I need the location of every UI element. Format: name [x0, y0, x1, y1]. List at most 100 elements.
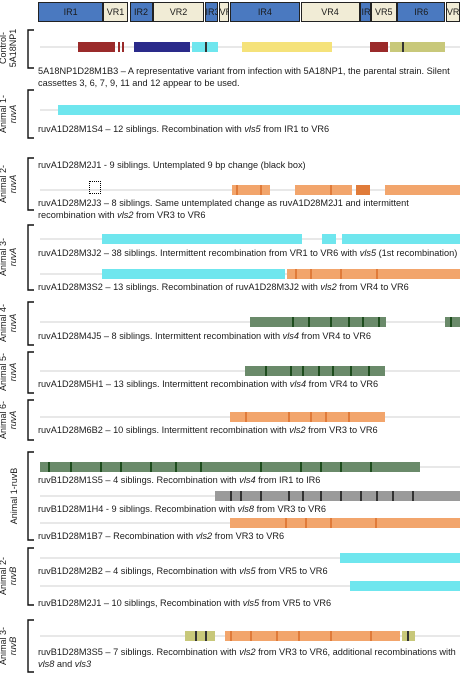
caption-ruvB1D28M1H4: ruvB1D28M1H4 - 9 siblings. Recombination… — [38, 504, 327, 514]
sequence-change-mark — [378, 317, 380, 327]
sequence-change-mark — [302, 491, 304, 501]
track-control-variant — [40, 42, 460, 52]
recombination-block — [356, 185, 370, 195]
caption-control: 5A18NP1D28M1B3 – A representative varian… — [38, 66, 450, 88]
sequence-change-mark — [298, 631, 300, 641]
track-ruvA1D28M4J5 — [40, 317, 460, 327]
sequence-change-mark — [236, 185, 238, 195]
sequence-change-mark — [376, 269, 378, 279]
sequence-change-mark — [265, 366, 267, 376]
brace-a5-ruvA — [27, 351, 34, 394]
sequence-change-mark — [120, 462, 122, 472]
recombination-block — [78, 42, 115, 52]
recombination-block — [445, 317, 460, 327]
caption-ruvA1D28M4J5: ruvA1D28M4J5 – 8 siblings. Intermittent … — [38, 331, 371, 341]
recombination-block — [230, 518, 460, 528]
segment-vr1: VR1 — [103, 2, 128, 22]
track-ruvB1D28M1H4 — [40, 491, 460, 501]
sequence-change-mark — [376, 491, 378, 501]
caption-ruvB1D28M1S5: ruvB1D28M1S5 – 4 siblings. Recombination… — [38, 475, 321, 485]
track-ruvB1D28M2B2 — [40, 553, 460, 563]
caption-ruvA1D28M5H1: ruvA1D28M5H1 – 13 siblings. Intermittent… — [38, 379, 379, 389]
segment-vr2: VR2 — [153, 2, 204, 22]
sequence-change-mark — [402, 42, 404, 52]
sequence-change-mark — [340, 269, 342, 279]
sequence-change-mark — [300, 462, 302, 472]
sequence-change-mark — [412, 491, 414, 501]
caption-ruvA1D28M2J3: ruvA1D28M2J3 – 8 siblings. Same untempla… — [38, 198, 409, 220]
sequence-change-mark — [290, 366, 292, 376]
brace-a4-ruvA — [27, 301, 34, 346]
track-ruvA1D28M6B2 — [40, 412, 460, 422]
sequence-change-mark — [140, 105, 142, 115]
sequence-change-mark — [240, 105, 242, 115]
sequence-change-mark — [295, 269, 297, 279]
sequence-change-mark — [375, 581, 377, 591]
sequence-change-mark — [370, 462, 372, 472]
sequence-change-mark — [100, 462, 102, 472]
sequence-change-mark — [100, 42, 102, 52]
recombination-block — [102, 269, 285, 279]
recombination-block — [225, 631, 400, 641]
segment-vr4: VR4 — [300, 2, 360, 22]
brace-a3-ruvB — [27, 619, 34, 673]
segment-ir5: IR5 — [360, 2, 371, 22]
sequence-change-mark — [260, 491, 262, 501]
brace-control — [27, 29, 34, 69]
recombination-block — [250, 317, 386, 327]
caption-ruvB1D28M3S5: ruvB1D28M3S5 – 7 siblings. Recombination… — [38, 647, 456, 669]
group-braces — [27, 29, 34, 673]
recombination-block — [295, 185, 352, 195]
sequence-change-mark — [368, 366, 370, 376]
recombination-block — [232, 185, 270, 195]
caption-ruvB1D28M2B2: ruvB1D28M2B2 – 4 siblings, Recombination… — [38, 566, 328, 576]
sequence-change-mark — [308, 317, 310, 327]
sequence-change-mark — [415, 581, 417, 591]
sequence-change-mark — [375, 518, 377, 528]
sequence-change-mark — [140, 42, 142, 52]
recombination-block — [102, 234, 302, 244]
sequence-change-mark — [407, 631, 409, 641]
track-ruvA1D28M1S4 — [40, 105, 460, 115]
sequence-change-mark — [175, 462, 177, 472]
caption-ruvA1D28M6B2: ruvA1D28M6B2 – 10 siblings. Intermittent… — [38, 425, 378, 435]
sequence-change-mark — [200, 462, 202, 472]
sequence-change-mark — [100, 105, 102, 115]
sequence-change-mark — [205, 42, 207, 52]
sequence-change-mark — [392, 491, 394, 501]
sequence-change-mark — [245, 412, 247, 422]
recombination-block — [390, 42, 445, 52]
sequence-change-mark — [318, 366, 320, 376]
caption-ruvA1D28M1S4: ruvA1D28M1S4 – 12 siblings. Recombinatio… — [38, 124, 330, 134]
recombination-block — [322, 234, 336, 244]
segment-vr3: VR3 — [218, 2, 230, 22]
track-ruvA1D28M3J2 — [40, 234, 460, 244]
sequence-change-mark — [332, 366, 334, 376]
track-baseline — [40, 585, 460, 587]
sequence-change-mark — [288, 412, 290, 422]
sequence-change-mark — [320, 491, 322, 501]
track-ruvA1D28M2J3 — [40, 185, 460, 195]
brace-a3-ruvA — [27, 224, 34, 291]
sequence-change-mark — [152, 42, 154, 52]
recombination-block — [350, 581, 460, 591]
sequence-change-mark — [320, 462, 322, 472]
sequence-change-mark — [118, 42, 120, 52]
track-ruvA1D28M3S2 — [40, 269, 460, 279]
sequence-change-mark — [302, 366, 304, 376]
sequence-change-mark — [230, 491, 232, 501]
sequence-change-mark — [276, 631, 278, 641]
segment-ir6: IR6 — [397, 2, 445, 22]
segment-vr6: VR6 — [445, 2, 460, 22]
track-ruvB1D28M1S5 — [40, 462, 460, 472]
brace-a1-ruvA — [27, 89, 34, 139]
sequence-change-mark — [330, 631, 332, 641]
sequence-change-mark — [70, 462, 72, 472]
sequence-change-mark — [382, 42, 384, 52]
sequence-change-mark — [348, 412, 350, 422]
track-ruvB1D28M1B7 — [40, 518, 460, 528]
sequence-change-mark — [190, 105, 192, 115]
sequence-change-mark — [240, 491, 242, 501]
sequence-change-mark — [350, 553, 352, 563]
